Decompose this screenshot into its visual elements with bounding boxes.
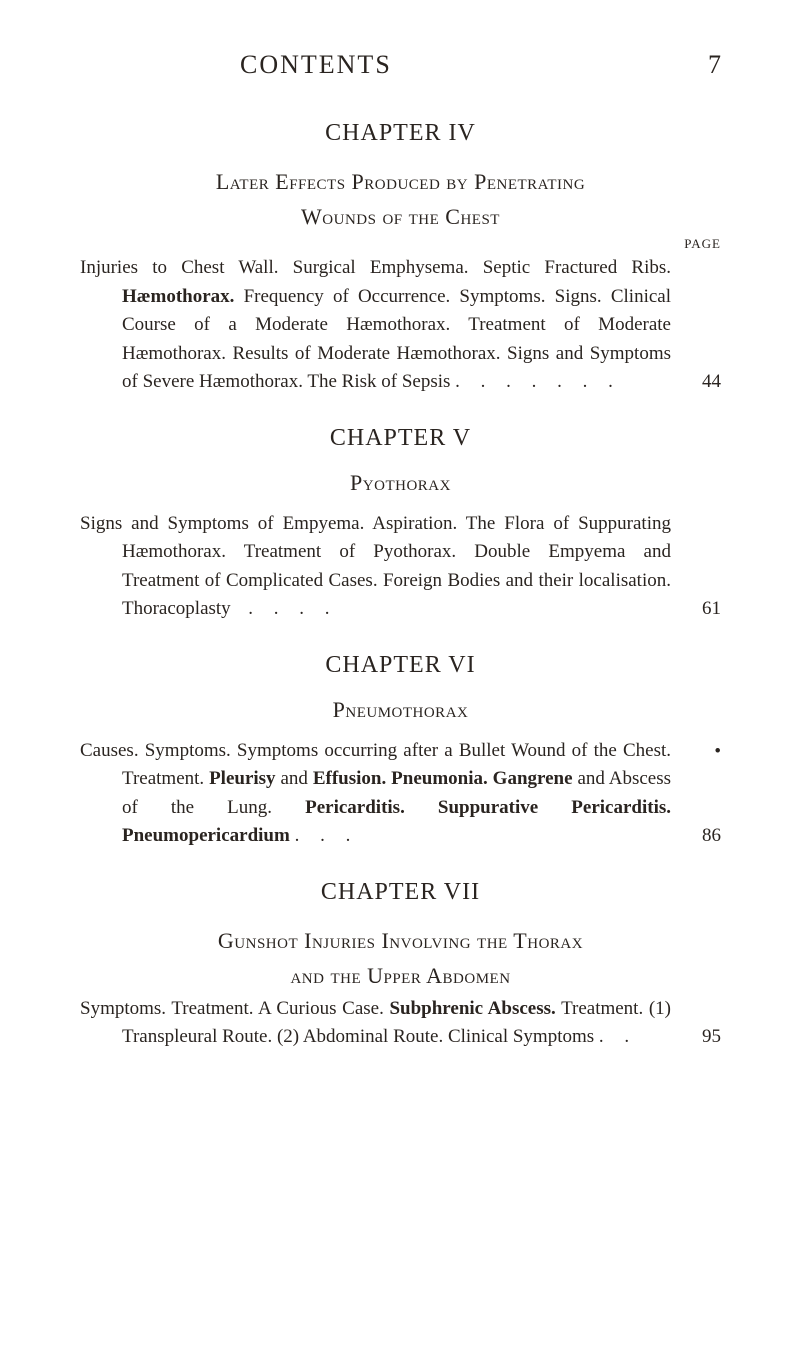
chapter-4-entry-text: Injuries to Chest Wall. Surgical Emphyse…: [80, 254, 721, 397]
chapter-5-page: 61: [702, 598, 721, 620]
chapter-5-entry: Signs and Symptoms of Empyema. Aspiratio…: [80, 510, 721, 624]
chapter-7-section-title-1: Gunshot Injuries Involving the Thorax: [80, 924, 721, 957]
chapter-4-entry: Injuries to Chest Wall. Surgical Emphyse…: [80, 254, 721, 397]
chapter-7-section-title-2: and the Upper Abdomen: [80, 963, 721, 989]
header-line: CONTENTS 7: [80, 50, 721, 80]
chapter-6-entry-text: Causes. Symptoms. Symptoms occurring aft…: [80, 737, 721, 851]
chapter-7-page: 95: [702, 1026, 721, 1048]
chapter-5-entry-text: Signs and Symptoms of Empyema. Aspiratio…: [80, 510, 721, 624]
chapter-4-heading: CHAPTER IV: [80, 120, 721, 147]
chapter-6-entry: • Causes. Symptoms. Symptoms occurring a…: [80, 737, 721, 851]
chapter-6-page: 86: [702, 825, 721, 847]
chapter-4-section-title-1: Later Effects Produced by Penetrating: [80, 165, 721, 198]
chapter-7-entry-text: Symptoms. Treatment. A Curious Case. Sub…: [80, 995, 721, 1052]
chapter-7-entry: Symptoms. Treatment. A Curious Case. Sub…: [80, 995, 721, 1052]
chapter-6-heading: CHAPTER VI: [80, 652, 721, 679]
header-title: CONTENTS: [240, 50, 392, 80]
chapter-4-page: 44: [702, 371, 721, 393]
bullet-dot-icon: •: [714, 741, 721, 763]
page-label: PAGE: [80, 236, 721, 252]
chapter-5-heading: CHAPTER V: [80, 425, 721, 452]
page-number: 7: [708, 50, 721, 80]
chapter-5-subsection: Pyothorax: [80, 470, 721, 496]
chapter-7-heading: CHAPTER VII: [80, 879, 721, 906]
chapter-6-subsection: Pneumothorax: [80, 697, 721, 723]
chapter-4-section-title-2: Wounds of the Chest: [80, 204, 721, 230]
